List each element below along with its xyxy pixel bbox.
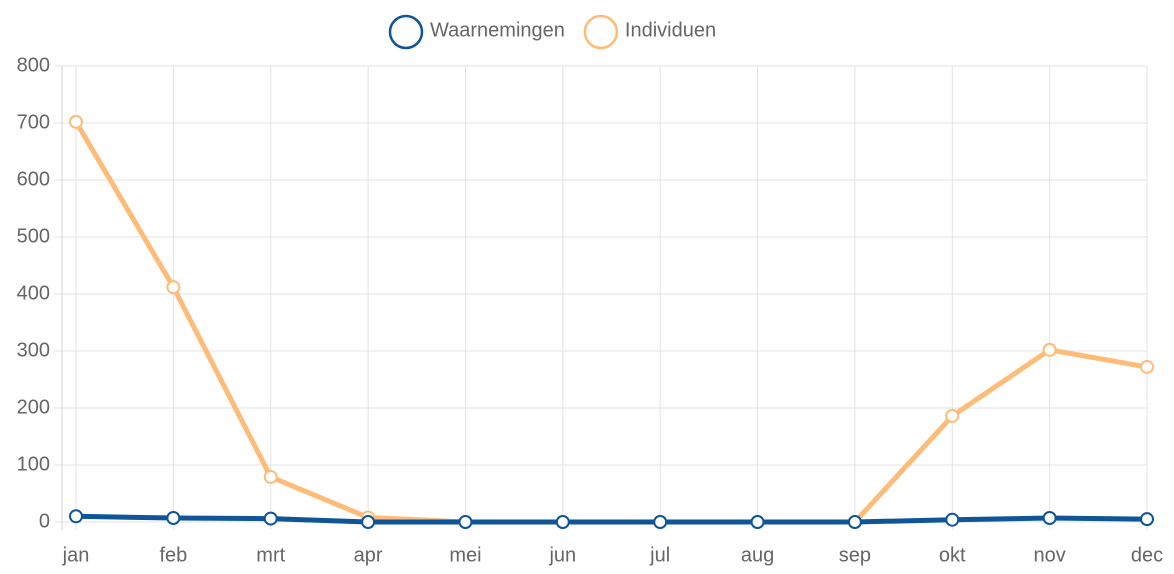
- data-point: [945, 408, 960, 423]
- data-point: [1140, 512, 1154, 527]
- legend: Waarnemingen Individuen: [388, 14, 716, 50]
- x-tick-label: feb: [159, 544, 187, 566]
- data-point: [945, 512, 960, 527]
- y-tick-label: 600: [17, 168, 50, 190]
- data-point: [69, 114, 83, 129]
- y-tick-label: 0: [39, 510, 50, 532]
- data-point: [263, 469, 278, 484]
- x-tick-label: jan: [62, 544, 90, 566]
- y-tick-label: 200: [17, 396, 50, 418]
- y-tick-label: 700: [17, 111, 50, 133]
- y-tick-label: 300: [17, 339, 50, 361]
- x-tick-label: jul: [649, 544, 670, 566]
- legend-label: Individuen: [625, 19, 716, 41]
- x-tick-label: sep: [839, 544, 871, 566]
- data-point: [653, 515, 668, 529]
- x-tick-label: jun: [548, 544, 576, 566]
- y-tick-label: 500: [17, 225, 50, 247]
- x-tick-label: mei: [449, 544, 481, 566]
- data-point: [1042, 511, 1057, 526]
- series-line: [75, 513, 1148, 525]
- data-point: [750, 515, 765, 529]
- data-point: [166, 511, 181, 526]
- legend-marker: [583, 14, 619, 50]
- data-point: [166, 280, 181, 295]
- x-tick-label: dec: [1131, 544, 1163, 566]
- x-tick-label: aug: [741, 544, 774, 566]
- x-tick-label: mrt: [256, 544, 285, 566]
- x-tick-label: nov: [1034, 544, 1066, 566]
- legend-marker: [388, 14, 424, 50]
- series-line: [73, 120, 1148, 525]
- y-tick-label: 400: [17, 282, 50, 304]
- y-tick-label: 800: [17, 54, 50, 76]
- data-point: [361, 515, 376, 529]
- data-point: [263, 511, 278, 526]
- data-point: [69, 509, 83, 524]
- data-point: [458, 515, 473, 529]
- data-point: [847, 515, 862, 529]
- x-tick-label: apr: [354, 544, 383, 566]
- legend-label: Waarnemingen: [430, 19, 565, 41]
- data-point: [555, 515, 570, 529]
- data-point: [1140, 359, 1154, 374]
- y-tick-label: 100: [17, 453, 50, 475]
- data-point: [1042, 342, 1057, 357]
- x-tick-label: okt: [939, 544, 966, 566]
